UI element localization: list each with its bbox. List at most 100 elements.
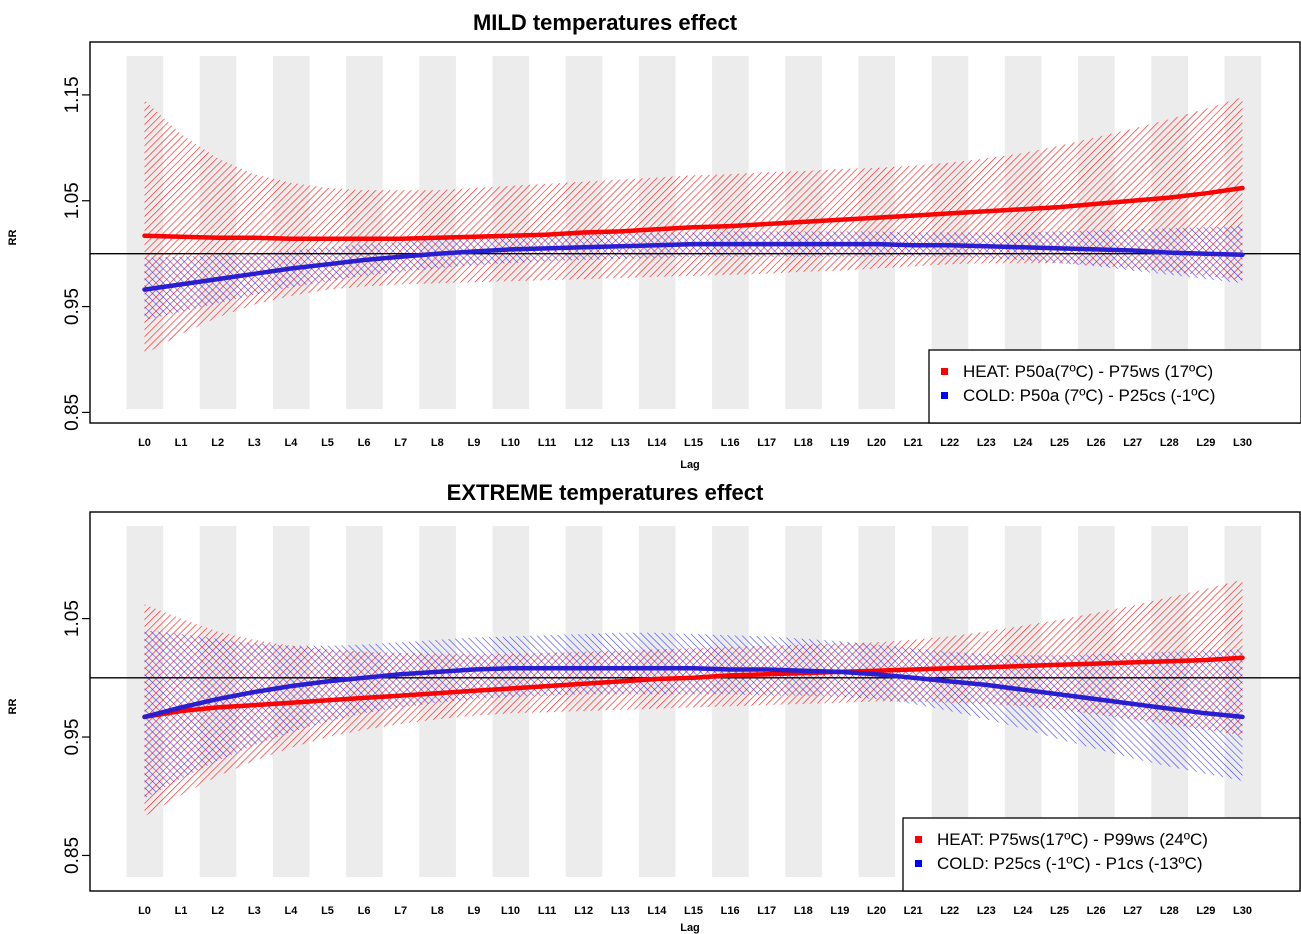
data-point	[912, 244, 915, 247]
data-point	[1241, 253, 1244, 256]
x-tick-label: L15	[684, 437, 703, 449]
x-tick-label: L9	[467, 437, 480, 449]
data-point	[729, 243, 732, 246]
x-tick-label: L13	[611, 437, 630, 449]
data-point	[1131, 702, 1134, 705]
legend-label: COLD: P50a (7ºC) - P25cs (-1ºC)	[963, 386, 1215, 405]
x-tick-label: L23	[977, 437, 996, 449]
data-point	[985, 210, 988, 213]
data-point	[1058, 247, 1061, 250]
data-point	[582, 231, 585, 234]
data-point	[985, 666, 988, 669]
x-tick-label: L4	[284, 437, 298, 449]
data-point	[1168, 251, 1171, 254]
y-tick-label: 1.15	[62, 76, 83, 113]
y-tick-label: 1.05	[62, 600, 83, 637]
data-point	[399, 255, 402, 258]
data-point	[1204, 192, 1207, 195]
data-point	[619, 230, 622, 233]
data-point	[326, 263, 329, 266]
x-tick-label: L9	[467, 905, 480, 917]
data-point	[582, 667, 585, 670]
data-point	[216, 706, 219, 709]
data-point	[216, 277, 219, 280]
x-tick-label: L5	[321, 905, 334, 917]
data-point	[948, 680, 951, 683]
x-tick-label: L12	[574, 905, 593, 917]
data-point	[436, 252, 439, 255]
x-tick-label: L10	[501, 437, 520, 449]
y-axis-label: RR	[7, 230, 19, 246]
x-tick-label: L17	[757, 437, 776, 449]
data-point	[399, 237, 402, 240]
x-tick-label: L21	[904, 905, 923, 917]
data-point	[582, 246, 585, 249]
data-point	[655, 667, 658, 670]
x-tick-label: L16	[721, 437, 740, 449]
data-point	[1131, 199, 1134, 202]
data-point	[180, 235, 183, 238]
x-tick-label: L6	[358, 905, 371, 917]
data-point	[509, 248, 512, 251]
mild-chart-panel: 0.85 0.95 1.05 1.15 L0 L1 L2 L3 L4 L5 L6 L7 L8 L9 L10 L…	[7, 10, 1301, 471]
extreme-chart-panel: 0.85 0.95 1.05 L0 L1 L2 L3 L4 L5 L6 L7 L8 L9 L10 L11 L1…	[7, 480, 1300, 934]
data-point	[1168, 660, 1171, 663]
data-point	[363, 696, 366, 699]
data-point	[472, 689, 475, 692]
data-point	[692, 243, 695, 246]
data-point	[436, 670, 439, 673]
data-point	[1021, 664, 1024, 667]
legend-label: HEAT: P50a(7ºC) - P75ws (17ºC)	[963, 362, 1213, 381]
data-point	[729, 668, 732, 671]
data-point	[838, 218, 841, 221]
x-tick-label: L4	[284, 905, 298, 917]
x-tick-label: L3	[248, 437, 261, 449]
data-point	[143, 234, 146, 237]
data-point	[253, 272, 256, 275]
data-point	[253, 236, 256, 239]
x-tick-label: L28	[1160, 905, 1179, 917]
data-point	[180, 283, 183, 286]
data-point	[289, 701, 292, 704]
x-tick-label: L18	[794, 437, 813, 449]
data-point	[363, 676, 366, 679]
x-axis-label: Lag	[680, 922, 700, 934]
data-point	[1058, 693, 1061, 696]
data-point	[912, 214, 915, 217]
x-tick-label: L11	[538, 905, 556, 917]
data-point	[619, 667, 622, 670]
data-point	[363, 258, 366, 261]
data-point	[472, 250, 475, 253]
x-tick-label: L13	[611, 905, 630, 917]
x-tick-label: L24	[1013, 437, 1033, 449]
x-tick-label: L8	[431, 905, 444, 917]
x-tick-label: L8	[431, 437, 444, 449]
data-point	[802, 669, 805, 672]
data-point	[472, 668, 475, 671]
data-point	[436, 236, 439, 239]
data-point	[948, 212, 951, 215]
x-tick-label: L1	[175, 905, 188, 917]
x-tick-label: L20	[867, 905, 886, 917]
x-tick-label: L14	[647, 905, 667, 917]
legend-label: HEAT: P75ws(17ºC) - P99ws (24ºC)	[937, 830, 1208, 849]
data-point	[509, 234, 512, 237]
data-point	[1241, 656, 1244, 659]
x-tick-label: L1	[175, 437, 188, 449]
data-point	[1204, 712, 1207, 715]
x-tick-label: L20	[867, 437, 886, 449]
data-point	[582, 682, 585, 685]
chart-title: EXTREME temperatures effect	[447, 480, 764, 505]
data-point	[1204, 658, 1207, 661]
x-tick-label: L25	[1050, 905, 1069, 917]
data-point	[729, 225, 732, 228]
x-tick-label: L21	[904, 437, 923, 449]
x-tick-label: L19	[830, 437, 849, 449]
legend-swatch	[915, 860, 922, 867]
x-tick-label: L23	[977, 905, 996, 917]
data-point	[143, 715, 146, 718]
data-point	[216, 236, 219, 239]
data-point	[838, 243, 841, 246]
data-point	[399, 694, 402, 697]
data-point	[765, 243, 768, 246]
